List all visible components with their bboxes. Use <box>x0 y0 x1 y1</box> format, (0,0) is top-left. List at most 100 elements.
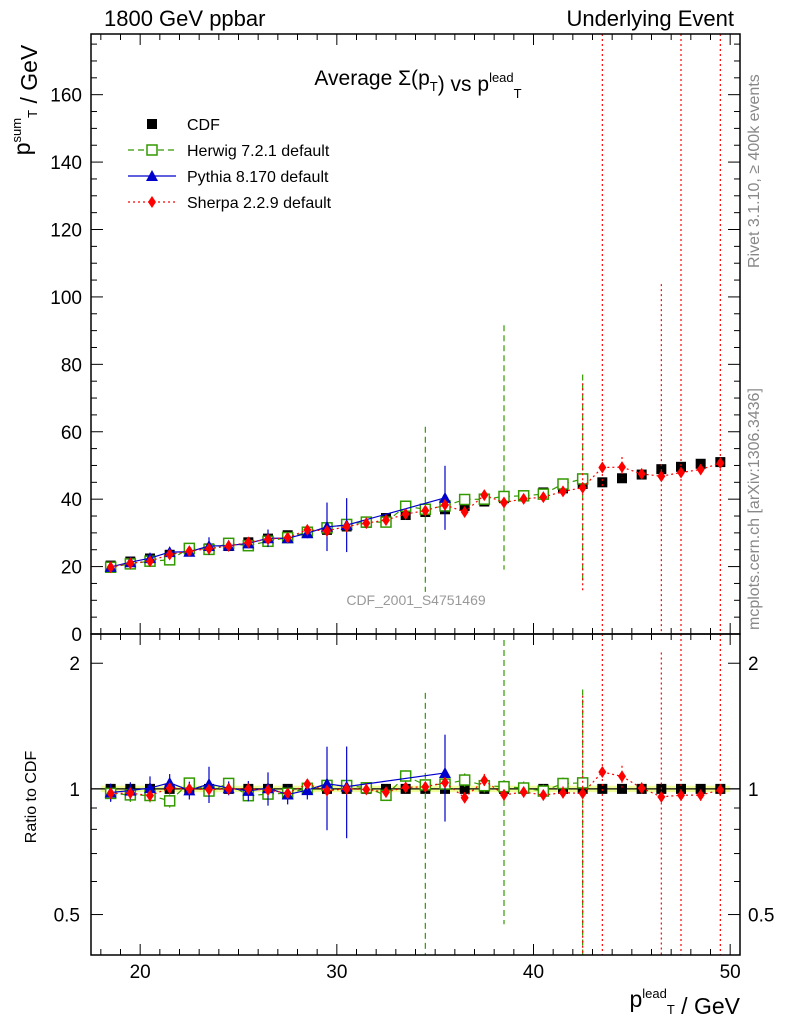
ratio-point <box>303 778 312 791</box>
ratio-tick-label-right: 2 <box>748 654 759 675</box>
ratio-line <box>641 787 662 798</box>
data-point <box>578 481 587 494</box>
ratio-point <box>126 787 135 800</box>
data-point <box>146 555 154 568</box>
legend-label: Herwig 7.2.1 default <box>187 143 330 160</box>
ratio-line <box>307 783 328 792</box>
data-point <box>458 493 471 506</box>
legend-label: CDF <box>187 117 220 134</box>
y-tick-label: 100 <box>50 288 82 309</box>
ratio-tick-label: 0.5 <box>54 906 80 927</box>
ratio-line <box>346 772 446 788</box>
ratio-point <box>399 770 412 782</box>
series-sherpa <box>106 34 725 955</box>
data-point <box>657 470 666 483</box>
y-tick-label: 80 <box>61 355 82 376</box>
ratio-point <box>539 789 548 802</box>
ratio-point <box>342 782 351 795</box>
data-point <box>618 461 626 474</box>
ratio-point <box>205 783 213 796</box>
data-point <box>696 463 705 476</box>
data-point <box>401 508 410 520</box>
data-point <box>597 477 608 488</box>
ratio-point <box>519 786 528 799</box>
data-point <box>362 517 371 530</box>
ratio-point <box>165 782 174 795</box>
x-tick-label: 50 <box>720 962 741 983</box>
series-cdf <box>105 457 726 794</box>
series-line <box>464 494 485 513</box>
ratio-point <box>421 780 430 793</box>
ratio-point <box>362 783 371 796</box>
ratio-line <box>621 775 642 789</box>
legend-item-pythia: Pythia 8.170 default <box>128 169 329 186</box>
ratio-point <box>657 790 666 803</box>
data-point <box>617 473 627 484</box>
data-point <box>716 457 725 470</box>
ratio-line <box>464 779 485 799</box>
ratio-point <box>500 788 508 801</box>
ratio-point <box>696 789 705 802</box>
ratio-point <box>677 789 685 802</box>
y-tick-label: 140 <box>50 153 82 174</box>
ratio-point <box>146 789 154 802</box>
data-point <box>303 523 312 536</box>
data-point <box>519 492 528 505</box>
series-line <box>385 513 406 521</box>
header-right: Underlying Event <box>566 6 734 31</box>
data-point <box>539 491 548 504</box>
series-line <box>621 466 642 475</box>
series-line <box>484 494 505 504</box>
data-point <box>185 545 194 558</box>
ratio-tick-label-right: 0.5 <box>748 906 774 927</box>
data-point <box>441 498 449 511</box>
legend-label: Sherpa 2.2.9 default <box>187 195 332 212</box>
ratio-point <box>559 786 567 799</box>
data-point <box>264 533 272 546</box>
data-point <box>637 467 646 480</box>
data-point <box>165 548 174 561</box>
ratio-point <box>480 774 489 787</box>
series-line <box>444 504 465 513</box>
data-point <box>598 461 607 474</box>
data-point <box>459 500 470 511</box>
y-tick-label: 40 <box>61 490 82 511</box>
y-tick-label: 20 <box>61 558 82 579</box>
legend-marker <box>148 196 156 208</box>
legend-marker <box>147 119 157 129</box>
data-point <box>382 514 390 527</box>
ratio-point <box>401 781 410 794</box>
data-point <box>244 536 253 549</box>
ratio-point <box>695 783 706 794</box>
ratio-line <box>149 787 170 797</box>
ratio-point <box>578 787 587 800</box>
data-point <box>323 524 331 537</box>
series-herwig <box>104 325 589 955</box>
ratio-line <box>444 782 466 799</box>
ratio-point <box>598 765 607 778</box>
legend-label: Pythia 8.170 default <box>187 169 329 186</box>
header-left: 1800 GeV ppbar <box>104 6 266 31</box>
ratio-point <box>264 784 272 797</box>
legend-marker <box>146 170 158 181</box>
ratio-point <box>283 787 292 800</box>
series-line <box>287 529 308 539</box>
y-axis-label: psumT / GeV <box>9 44 42 155</box>
ratio-point <box>458 774 471 786</box>
y-tick-label: 160 <box>50 86 82 107</box>
series-pythia <box>104 465 451 839</box>
ratio-point <box>323 784 331 797</box>
x-axis-label: pleadT / GeV <box>629 986 740 1019</box>
ratio-point <box>439 766 451 778</box>
legend-item-herwig: Herwig 7.2.1 default <box>128 143 330 160</box>
ratio-point <box>144 782 156 794</box>
ratio-point <box>716 783 725 796</box>
ratio-tick-label: 1 <box>69 780 80 801</box>
chart-title: Average Σ(pT) vs pleadT <box>314 67 521 101</box>
ratio-point <box>203 777 215 789</box>
data-point <box>439 491 451 503</box>
ratio-point <box>224 782 233 795</box>
ratio-line <box>483 779 505 796</box>
ratio-axis-label: Ratio to CDF <box>23 751 40 844</box>
